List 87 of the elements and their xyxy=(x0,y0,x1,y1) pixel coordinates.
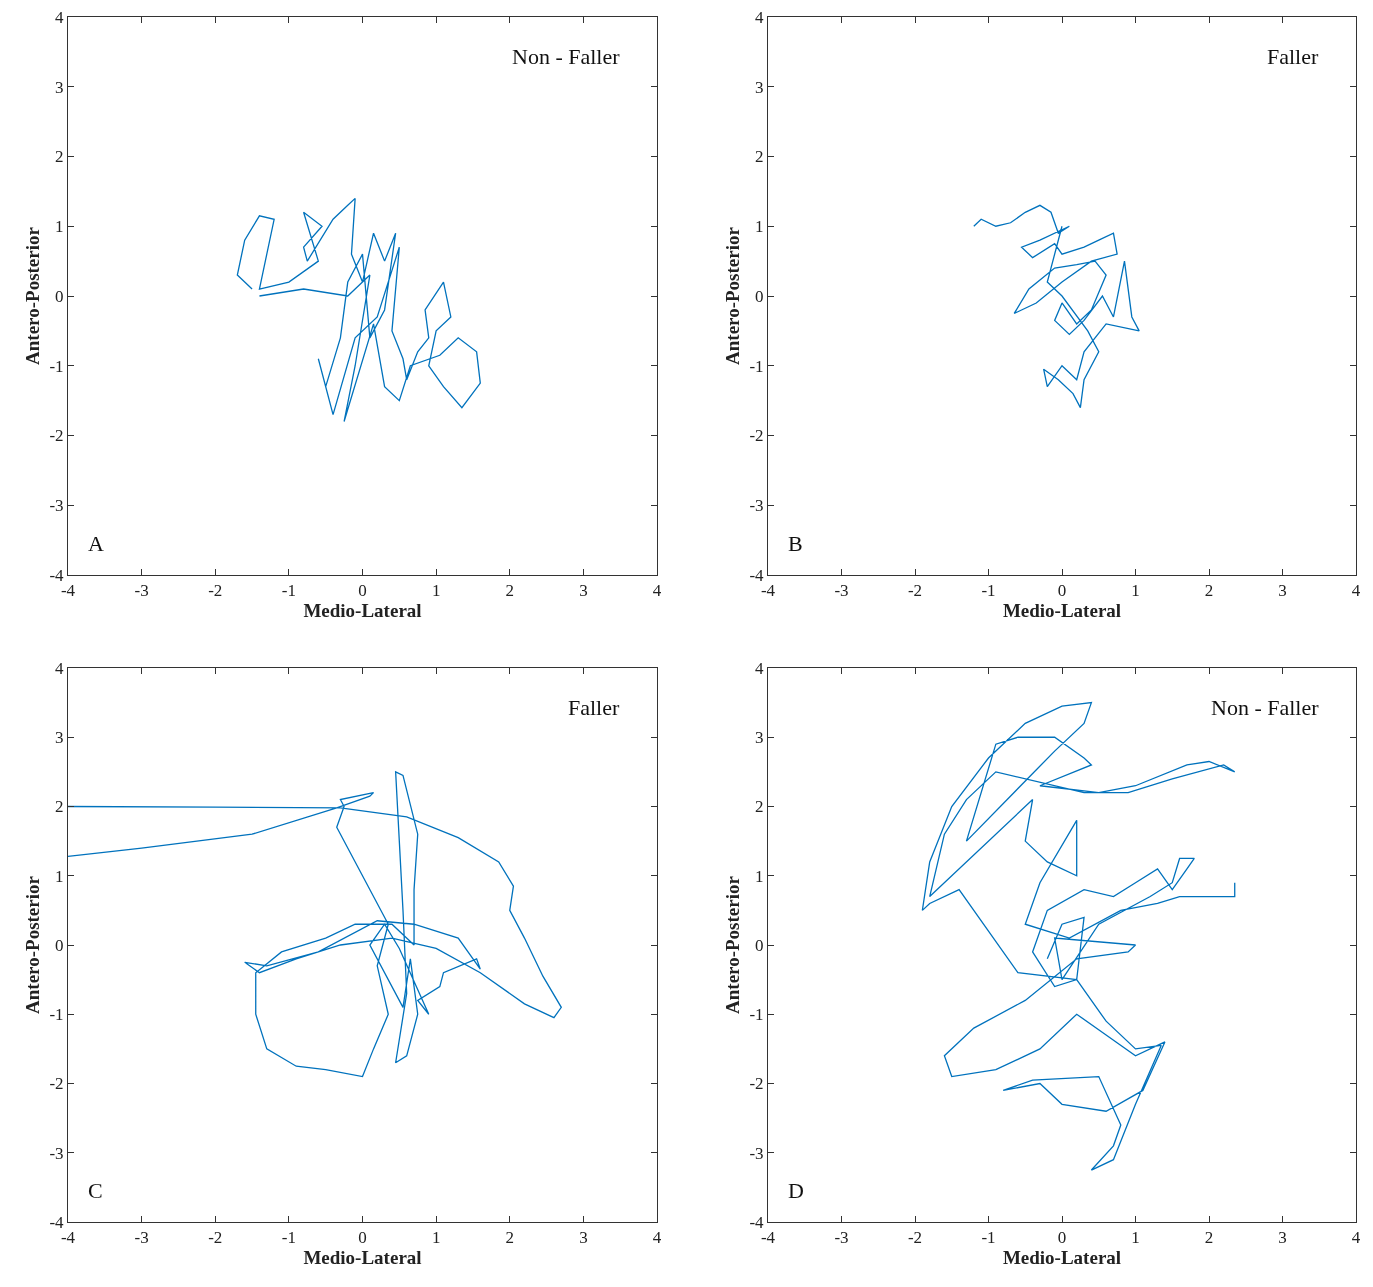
y-tick-label: -4 xyxy=(749,1212,765,1232)
annotation: Faller xyxy=(568,695,620,720)
y-tick-label: -3 xyxy=(49,496,64,516)
x-tick-label: -1 xyxy=(981,1228,996,1248)
y-axis-title: Antero-Posterior xyxy=(22,875,44,1014)
y-tick-label: -2 xyxy=(749,1074,764,1094)
y-tick-label: 3 xyxy=(55,728,64,748)
y-tick-label: 4 xyxy=(55,658,65,678)
x-tick-label: 4 xyxy=(652,1228,662,1248)
x-tick-label: 0 xyxy=(358,1228,367,1248)
x-tick-label: 1 xyxy=(1131,1228,1140,1248)
x-tick-label: 3 xyxy=(579,581,588,601)
annotation: C xyxy=(88,1178,103,1203)
y-tick-label: -4 xyxy=(49,1212,65,1232)
x-tick-label: 2 xyxy=(1204,1228,1214,1248)
x-tick-label: 1 xyxy=(431,1228,441,1248)
x-tick-label: -2 xyxy=(208,581,223,601)
y-tick-label: 0 xyxy=(755,935,764,955)
y-tick-label: -2 xyxy=(49,426,64,446)
x-tick-label: 4 xyxy=(1351,581,1361,601)
y-tick-label: 4 xyxy=(755,658,765,678)
x-tick-label: -2 xyxy=(208,1228,223,1248)
x-tick-label: 3 xyxy=(1278,1228,1287,1248)
y-tick-label: -3 xyxy=(749,496,764,516)
x-tick-label: -2 xyxy=(907,581,923,601)
x-tick-label: 4 xyxy=(1351,1228,1361,1248)
annotation: B xyxy=(788,531,803,556)
y-tick-label: 1 xyxy=(755,866,764,886)
annotation: D xyxy=(788,1178,804,1203)
annotation: Non - Faller xyxy=(512,44,621,69)
x-tick-label: -3 xyxy=(134,581,149,601)
x-tick-label: 1 xyxy=(431,581,441,601)
annotation: A xyxy=(88,531,104,556)
x-tick-label: 2 xyxy=(505,581,514,601)
x-axis-title: Medio-Lateral xyxy=(1002,600,1122,622)
y-tick-label: 0 xyxy=(755,286,764,306)
y-tick-label: -1 xyxy=(49,1005,64,1025)
x-tick-label: 0 xyxy=(1057,1228,1067,1248)
y-tick-label: -4 xyxy=(49,565,65,585)
y-tick-label: -1 xyxy=(749,356,764,376)
y-tick-label: 0 xyxy=(55,935,64,955)
x-tick-label: 3 xyxy=(1278,581,1287,601)
y-tick-label: 2 xyxy=(755,797,764,817)
y-tick-label: -1 xyxy=(49,356,64,376)
y-tick-label: -4 xyxy=(749,565,765,585)
x-tick-label: -3 xyxy=(834,1228,849,1248)
annotation: Faller xyxy=(1267,44,1319,69)
y-tick-label: 3 xyxy=(755,77,764,97)
annotation: Non - Faller xyxy=(1211,695,1320,720)
x-tick-label: 0 xyxy=(1057,581,1067,601)
x-tick-label: -2 xyxy=(907,1228,923,1248)
y-axis-title: Antero-Posterior xyxy=(722,875,744,1014)
y-tick-label: -3 xyxy=(749,1143,764,1163)
x-tick-label: -1 xyxy=(281,581,296,601)
y-tick-label: 4 xyxy=(755,7,765,27)
x-axis-title: Medio-Lateral xyxy=(303,1247,422,1269)
x-tick-label: 4 xyxy=(652,581,662,601)
y-tick-label: 2 xyxy=(55,797,64,817)
y-tick-label: 3 xyxy=(55,77,64,97)
x-tick-label: 3 xyxy=(579,1228,588,1248)
x-tick-label: -1 xyxy=(281,1228,296,1248)
y-tick-label: -1 xyxy=(749,1005,764,1025)
x-tick-label: -3 xyxy=(834,581,849,601)
y-tick-label: 2 xyxy=(55,147,64,167)
x-tick-label: 2 xyxy=(1204,581,1214,601)
y-tick-label: 4 xyxy=(55,7,65,27)
y-tick-label: 1 xyxy=(755,217,764,237)
x-axis-title: Medio-Lateral xyxy=(303,600,422,622)
y-axis-title: Antero-Posterior xyxy=(722,226,744,365)
x-axis-title: Medio-Lateral xyxy=(1002,1247,1122,1269)
y-axis-title: Antero-Posterior xyxy=(22,226,44,365)
line-series xyxy=(68,771,562,1078)
x-tick-label: -1 xyxy=(981,581,996,601)
y-tick-label: -2 xyxy=(49,1074,64,1094)
y-tick-label: 2 xyxy=(755,147,764,167)
x-tick-label: 1 xyxy=(1131,581,1140,601)
y-tick-label: 3 xyxy=(755,728,764,748)
y-tick-label: -2 xyxy=(749,426,764,446)
line-series xyxy=(236,197,481,423)
y-tick-label: 1 xyxy=(55,217,64,237)
y-tick-label: -3 xyxy=(49,1143,64,1163)
y-tick-label: 0 xyxy=(55,286,64,306)
y-tick-label: 1 xyxy=(55,866,64,886)
x-tick-label: 0 xyxy=(358,581,367,601)
x-tick-label: -3 xyxy=(134,1228,149,1248)
line-series xyxy=(973,204,1140,409)
x-tick-label: 2 xyxy=(505,1228,514,1248)
